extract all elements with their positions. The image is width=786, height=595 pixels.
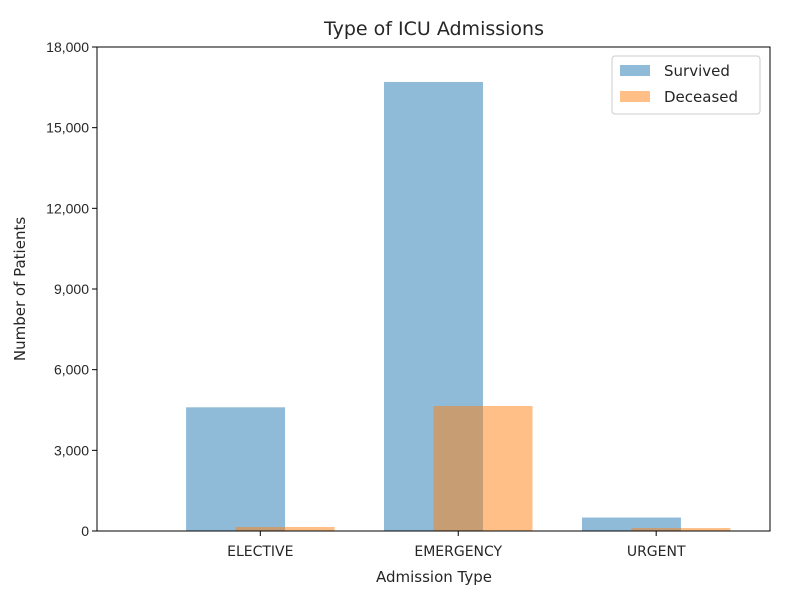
legend: Survived Deceased — [611, 55, 761, 115]
y-axis-label: Number of Patients — [11, 217, 29, 361]
legend-swatch-survived — [620, 65, 650, 76]
bar-deceased-urgent — [631, 528, 731, 531]
y-tick-label: 6,000 — [54, 362, 89, 378]
bars-group — [186, 81, 731, 531]
x-axis: ELECTIVE EMERGENCY URGENT — [227, 531, 686, 560]
bar-survived-urgent — [581, 517, 681, 531]
bar-deceased-emergency — [433, 405, 533, 531]
y-tick-label: 12,000 — [46, 200, 89, 216]
y-axis: 0 3,000 6,000 9,000 12,000 15,000 18,000 — [46, 39, 97, 539]
bar-deceased-elective — [235, 526, 335, 531]
y-tick-label: 15,000 — [46, 120, 89, 136]
legend-label-survived: Survived — [664, 62, 730, 80]
y-tick-label: 18,000 — [46, 39, 89, 55]
y-tick-label: 9,000 — [54, 281, 89, 297]
legend-label-deceased: Deceased — [664, 88, 738, 106]
y-tick-label: 3,000 — [54, 442, 89, 458]
y-tick-label: 0 — [81, 523, 89, 539]
x-tick-label: ELECTIVE — [227, 544, 293, 560]
legend-swatch-deceased — [620, 91, 650, 102]
x-axis-label: Admission Type — [376, 568, 492, 586]
bar-survived-elective — [186, 407, 286, 531]
chart-title: Type of ICU Admissions — [323, 18, 544, 40]
x-tick-label: EMERGENCY — [414, 544, 502, 560]
x-tick-label: URGENT — [627, 544, 686, 560]
